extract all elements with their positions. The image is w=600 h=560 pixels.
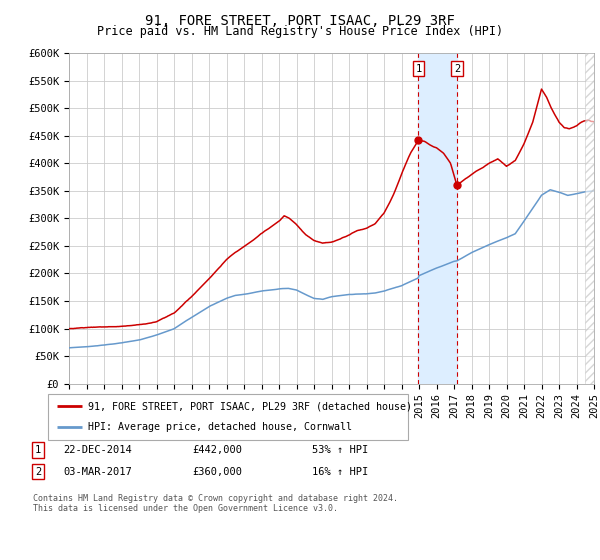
- Bar: [418, 53, 457, 384]
- Text: £442,000: £442,000: [192, 445, 242, 455]
- Text: 1: 1: [415, 64, 422, 73]
- Text: 53% ↑ HPI: 53% ↑ HPI: [312, 445, 368, 455]
- Text: 2: 2: [454, 64, 460, 73]
- Text: Price paid vs. HM Land Registry's House Price Index (HPI): Price paid vs. HM Land Registry's House …: [97, 25, 503, 38]
- Text: Contains HM Land Registry data © Crown copyright and database right 2024.
This d: Contains HM Land Registry data © Crown c…: [33, 494, 398, 514]
- Text: 2: 2: [35, 466, 41, 477]
- Text: 91, FORE STREET, PORT ISAAC, PL29 3RF (detached house): 91, FORE STREET, PORT ISAAC, PL29 3RF (d…: [88, 401, 412, 411]
- Text: 91, FORE STREET, PORT ISAAC, PL29 3RF: 91, FORE STREET, PORT ISAAC, PL29 3RF: [145, 14, 455, 28]
- Text: 16% ↑ HPI: 16% ↑ HPI: [312, 466, 368, 477]
- Text: 1: 1: [35, 445, 41, 455]
- Text: 03-MAR-2017: 03-MAR-2017: [63, 466, 132, 477]
- Bar: [585, 53, 594, 384]
- Text: 22-DEC-2014: 22-DEC-2014: [63, 445, 132, 455]
- FancyBboxPatch shape: [48, 394, 408, 440]
- Text: HPI: Average price, detached house, Cornwall: HPI: Average price, detached house, Corn…: [88, 422, 352, 432]
- Text: £360,000: £360,000: [192, 466, 242, 477]
